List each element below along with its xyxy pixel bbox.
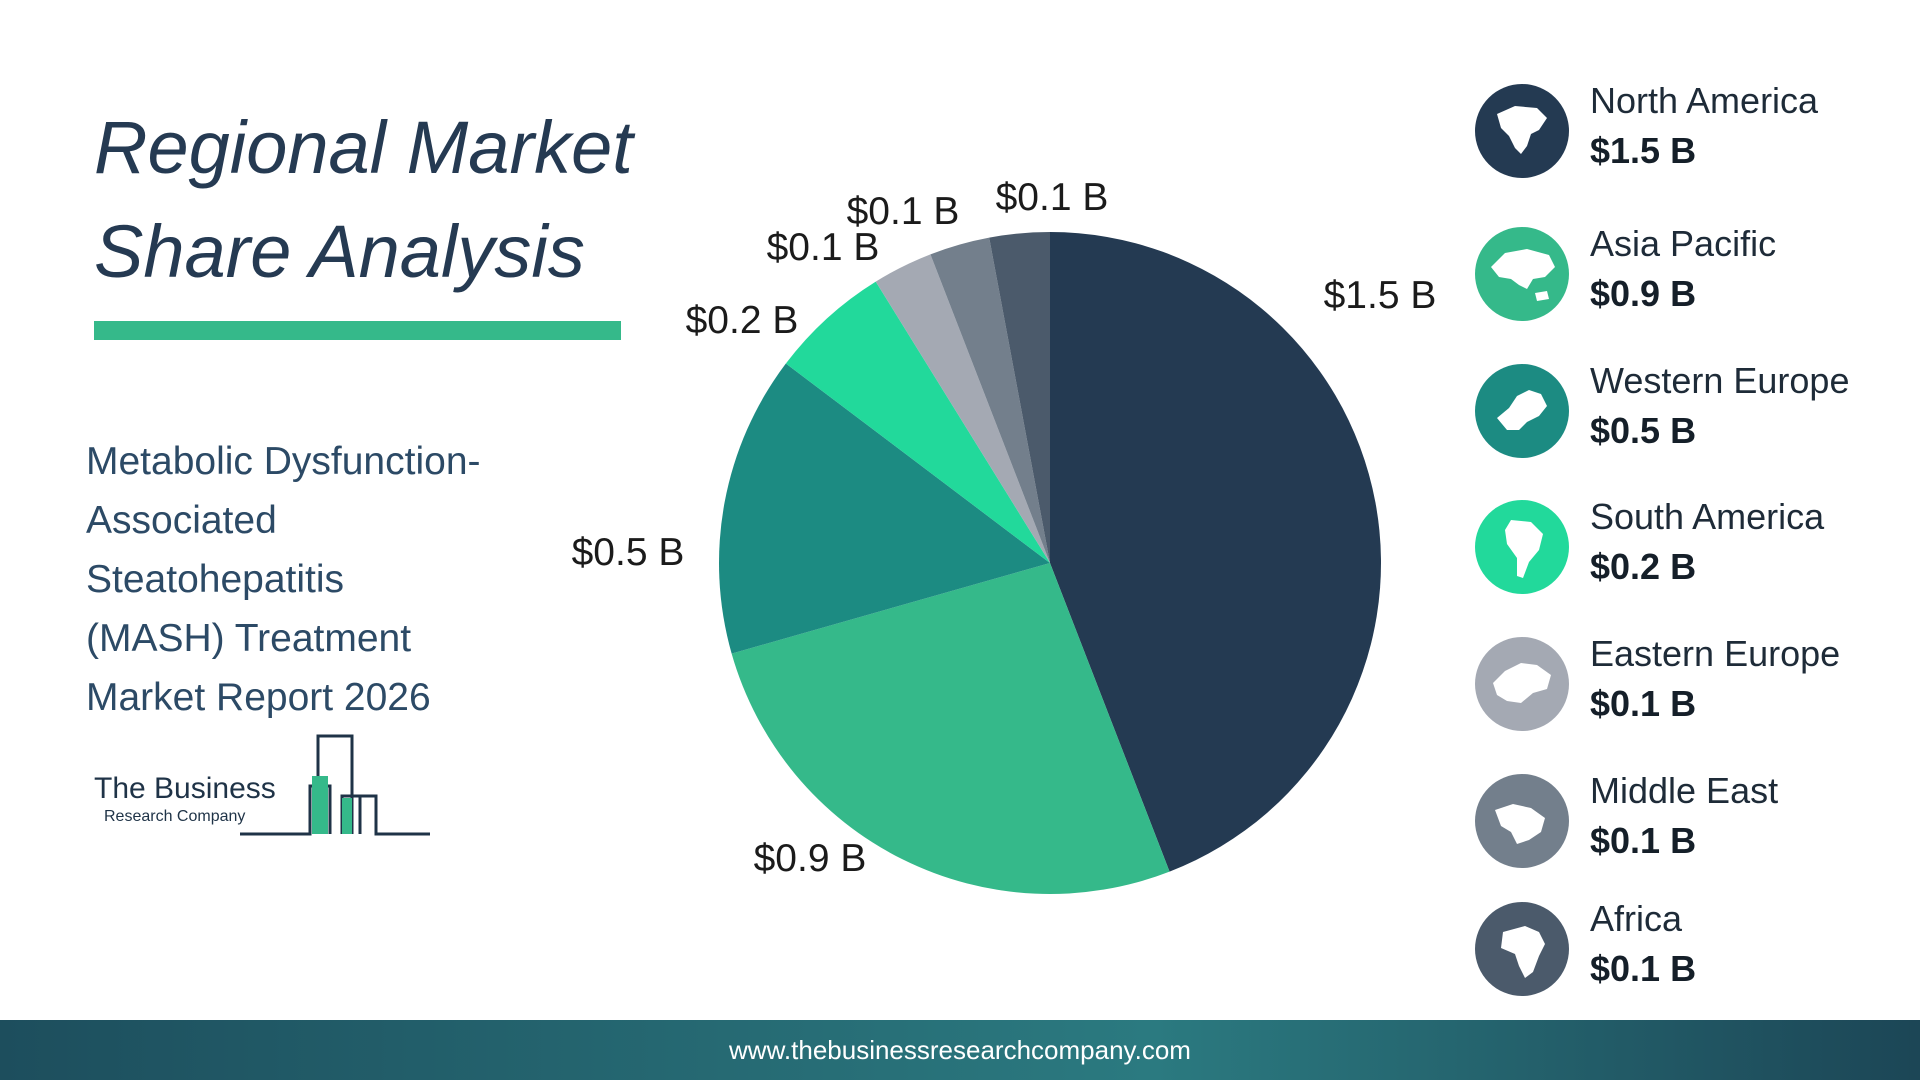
legend-region-name: Eastern Europe xyxy=(1590,633,1841,674)
title-line-2: Share Analysis xyxy=(94,210,585,293)
pie-slice-western-europe xyxy=(719,363,1050,654)
pie-label-middle-east: $0.1 B xyxy=(847,190,960,233)
title-underline xyxy=(94,321,621,340)
legend-region-name: Middle East xyxy=(1590,770,1779,811)
pie-chart: $1.5 B$0.9 B$0.5 B$0.2 B$0.1 B$0.1 B $0.1… xyxy=(572,176,1437,895)
footer-bar: www.thebusinessresearchcompany.com xyxy=(0,1020,1920,1080)
eastern-europe-map-icon xyxy=(1475,637,1569,731)
south-america-map-icon xyxy=(1475,500,1569,594)
pie-slice-north-america xyxy=(1050,232,1382,872)
report-title-line-3: Steatohepatitis xyxy=(86,558,345,601)
report-title: Metabolic Dysfunction- Associated Steato… xyxy=(86,432,586,727)
pie-label-south-america: $0.2 B xyxy=(686,299,799,342)
pie-slice-south-america xyxy=(785,281,1050,563)
pie-slice-middle-east xyxy=(930,237,1050,563)
legend-region-name: South America xyxy=(1590,496,1825,537)
legend-item-western-europe: Western Europe $0.5 B xyxy=(1472,360,1902,460)
legend-item-middle-east: Middle East $0.1 B xyxy=(1472,770,1902,870)
legend-region-name: Asia Pacific xyxy=(1590,223,1777,264)
legend-region-value: $0.9 B xyxy=(1590,273,1697,314)
page-title: Regional Market Share Analysis xyxy=(94,96,694,304)
legend-region-name: Western Europe xyxy=(1590,360,1850,401)
legend-region-value: $0.5 B xyxy=(1590,410,1697,451)
legend-region-value: $0.1 B xyxy=(1590,948,1697,989)
legend-item-africa: Africa $0.1 B xyxy=(1472,898,1902,998)
legend-item-asia-pacific: Asia Pacific $0.9 B xyxy=(1472,223,1902,323)
legend-region-name: Africa xyxy=(1590,898,1683,939)
report-title-line-2: Associated xyxy=(86,499,277,542)
logo-buildings-icon xyxy=(240,734,430,836)
pie-slice-eastern-europe xyxy=(875,254,1050,563)
logo-name: The Business xyxy=(94,772,276,805)
pie-slice-asia-pacific xyxy=(731,563,1170,895)
middle-east-map-icon xyxy=(1475,774,1569,868)
pie-chart-area: $1.5 B $0.9 B $0.5 B $0.2 B $0.1 B $0.1 B $0.1… xyxy=(572,176,1437,895)
western-europe-map-icon xyxy=(1475,364,1569,458)
asia-pacific-map-icon xyxy=(1475,227,1569,321)
legend-region-value: $0.1 B xyxy=(1590,820,1697,861)
report-title-line-4: (MASH) Treatment xyxy=(86,617,412,660)
report-title-line-5: Market Report 2026 xyxy=(86,676,431,719)
pie-label-north-america: $1.5 B xyxy=(1324,274,1437,317)
pie-label-africa: $0.1 B xyxy=(996,176,1109,219)
legend-region-name: North America xyxy=(1590,80,1819,121)
pie-label-western-europe: $0.5 B xyxy=(572,531,685,574)
footer-url[interactable]: www.thebusinessresearchcompany.com xyxy=(729,1035,1191,1065)
logo-subtitle: Research Company xyxy=(104,808,246,825)
pie-slice-africa xyxy=(989,232,1050,563)
legend-item-eastern-europe: Eastern Europe $0.1 B xyxy=(1472,633,1902,733)
title-line-1: Regional Market xyxy=(94,106,633,189)
pie-label-asia-pacific: $0.9 B xyxy=(754,837,867,880)
legend-region-value: $0.1 B xyxy=(1590,683,1697,724)
legend-region-value: $0.2 B xyxy=(1590,546,1697,587)
legend-item-south-america: South America $0.2 B xyxy=(1472,496,1902,596)
report-title-line-1: Metabolic Dysfunction- xyxy=(86,440,481,483)
africa-map-icon xyxy=(1475,902,1569,996)
legend-item-north-america: North America $1.5 B xyxy=(1472,80,1902,180)
north-america-map-icon xyxy=(1475,84,1569,178)
legend-region-value: $1.5 B xyxy=(1590,130,1697,171)
company-logo: The Business Research Company xyxy=(90,730,450,840)
pie-label-eastern-europe: $0.1 B xyxy=(767,226,880,269)
